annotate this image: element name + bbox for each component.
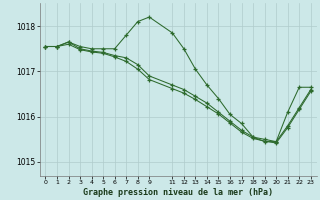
- X-axis label: Graphe pression niveau de la mer (hPa): Graphe pression niveau de la mer (hPa): [83, 188, 273, 197]
